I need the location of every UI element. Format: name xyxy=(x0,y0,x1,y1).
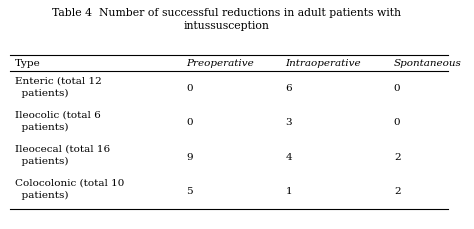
Text: 2: 2 xyxy=(394,152,401,161)
Text: 4: 4 xyxy=(285,152,292,161)
Text: patients): patients) xyxy=(15,156,68,165)
Text: Ileocecal (total 16: Ileocecal (total 16 xyxy=(15,144,110,153)
Text: Intraoperative: Intraoperative xyxy=(285,59,361,68)
Text: patients): patients) xyxy=(15,122,68,131)
Text: 0: 0 xyxy=(186,84,193,93)
Text: 1: 1 xyxy=(285,186,292,195)
Text: 0: 0 xyxy=(186,118,193,127)
Text: 2: 2 xyxy=(394,186,401,195)
Text: patients): patients) xyxy=(15,190,68,199)
Text: 0: 0 xyxy=(394,84,401,93)
Text: Table 4  Number of successful reductions in adult patients with
intussusception: Table 4 Number of successful reductions … xyxy=(53,8,401,30)
Text: patients): patients) xyxy=(15,88,68,98)
Text: 6: 6 xyxy=(285,84,292,93)
Text: Colocolonic (total 10: Colocolonic (total 10 xyxy=(15,178,124,187)
Text: 3: 3 xyxy=(285,118,292,127)
Text: 9: 9 xyxy=(186,152,193,161)
Text: Type: Type xyxy=(15,59,41,68)
Text: Spontaneous: Spontaneous xyxy=(394,59,462,68)
Text: Enteric (total 12: Enteric (total 12 xyxy=(15,76,101,85)
Text: 5: 5 xyxy=(186,186,193,195)
Text: Ileocolic (total 6: Ileocolic (total 6 xyxy=(15,110,100,119)
Text: Preoperative: Preoperative xyxy=(186,59,254,68)
Text: 0: 0 xyxy=(394,118,401,127)
